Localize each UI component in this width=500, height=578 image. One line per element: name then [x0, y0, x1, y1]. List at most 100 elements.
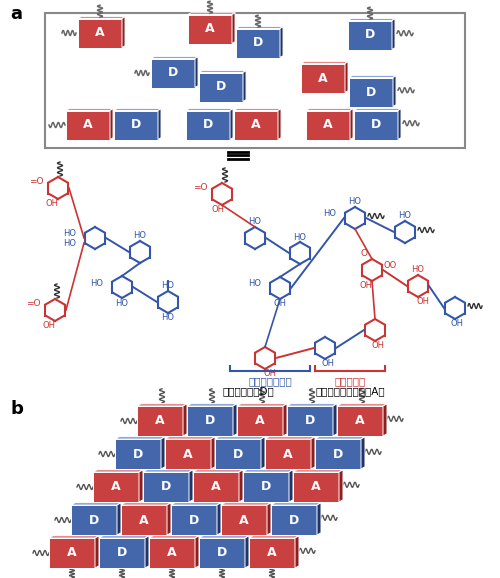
Text: HO: HO	[116, 298, 128, 307]
Polygon shape	[301, 64, 345, 92]
Polygon shape	[183, 404, 187, 436]
Text: HO: HO	[162, 313, 174, 323]
Polygon shape	[234, 110, 278, 139]
Text: OH: OH	[274, 299, 286, 309]
Text: ベンゼノイド体: ベンゼノイド体	[248, 376, 292, 386]
Polygon shape	[71, 505, 117, 535]
Text: HO: HO	[412, 265, 424, 275]
Polygon shape	[354, 110, 398, 139]
Text: A: A	[355, 414, 365, 428]
Polygon shape	[195, 57, 198, 87]
Polygon shape	[289, 470, 293, 502]
Polygon shape	[283, 404, 287, 436]
Polygon shape	[354, 109, 401, 110]
Polygon shape	[349, 77, 393, 106]
Polygon shape	[193, 470, 243, 472]
Polygon shape	[243, 71, 246, 102]
Polygon shape	[149, 538, 195, 568]
Text: D: D	[189, 513, 199, 527]
Text: A: A	[323, 118, 333, 132]
Polygon shape	[165, 439, 211, 469]
Text: A: A	[111, 480, 121, 494]
Polygon shape	[186, 109, 233, 110]
Text: D: D	[365, 28, 375, 42]
Text: D: D	[89, 513, 99, 527]
Text: D: D	[117, 547, 127, 560]
Polygon shape	[49, 538, 95, 568]
Polygon shape	[115, 439, 161, 469]
Text: =O: =O	[29, 177, 43, 187]
Polygon shape	[221, 503, 271, 505]
Polygon shape	[333, 404, 337, 436]
Text: D: D	[261, 480, 271, 494]
Polygon shape	[236, 28, 280, 57]
Polygon shape	[221, 505, 267, 535]
Polygon shape	[145, 536, 149, 568]
Text: O: O	[360, 250, 368, 258]
Polygon shape	[143, 470, 193, 472]
Polygon shape	[393, 76, 396, 106]
Text: OH: OH	[416, 298, 430, 306]
Polygon shape	[315, 439, 361, 469]
Polygon shape	[265, 439, 311, 469]
Text: A: A	[267, 547, 277, 560]
Polygon shape	[295, 536, 299, 568]
Polygon shape	[350, 109, 353, 139]
Text: D: D	[131, 118, 141, 132]
Polygon shape	[193, 472, 239, 502]
Polygon shape	[293, 470, 343, 472]
Text: OH: OH	[450, 320, 464, 328]
Text: HO: HO	[162, 281, 174, 291]
Polygon shape	[349, 76, 396, 77]
Polygon shape	[236, 27, 283, 28]
Text: A: A	[167, 547, 177, 560]
Text: A: A	[211, 480, 221, 494]
Text: HO: HO	[324, 209, 336, 217]
Polygon shape	[348, 18, 395, 20]
Polygon shape	[186, 110, 230, 139]
Polygon shape	[199, 71, 246, 72]
Polygon shape	[215, 437, 265, 439]
Text: D: D	[253, 36, 263, 50]
Polygon shape	[311, 437, 315, 469]
Text: D: D	[366, 86, 376, 98]
Polygon shape	[293, 472, 339, 502]
Polygon shape	[49, 536, 99, 538]
Text: HO: HO	[134, 232, 146, 240]
Polygon shape	[161, 437, 165, 469]
Polygon shape	[93, 472, 139, 502]
Polygon shape	[306, 109, 353, 110]
Polygon shape	[261, 437, 265, 469]
Polygon shape	[345, 62, 348, 92]
Text: A: A	[318, 72, 328, 84]
Text: A: A	[155, 414, 165, 428]
Polygon shape	[93, 470, 143, 472]
Polygon shape	[383, 404, 387, 436]
Text: OH: OH	[372, 342, 384, 350]
Polygon shape	[237, 406, 283, 436]
Polygon shape	[232, 13, 235, 43]
Polygon shape	[99, 538, 145, 568]
Text: D: D	[133, 447, 143, 461]
Text: OH: OH	[46, 199, 59, 209]
Polygon shape	[195, 536, 199, 568]
Polygon shape	[230, 109, 233, 139]
Text: a: a	[10, 5, 22, 23]
Text: OH: OH	[322, 360, 334, 369]
Polygon shape	[99, 536, 149, 538]
Text: HO: HO	[90, 279, 104, 287]
Text: D: D	[333, 447, 343, 461]
Polygon shape	[337, 404, 387, 406]
Text: OH: OH	[360, 281, 372, 291]
Polygon shape	[188, 13, 235, 14]
Polygon shape	[187, 406, 233, 436]
Text: b: b	[10, 400, 23, 418]
Polygon shape	[361, 437, 365, 469]
Text: A: A	[239, 513, 249, 527]
Polygon shape	[78, 18, 122, 47]
Polygon shape	[121, 505, 167, 535]
Polygon shape	[189, 470, 193, 502]
Polygon shape	[243, 470, 293, 472]
Text: OH: OH	[212, 206, 224, 214]
Polygon shape	[110, 109, 113, 139]
